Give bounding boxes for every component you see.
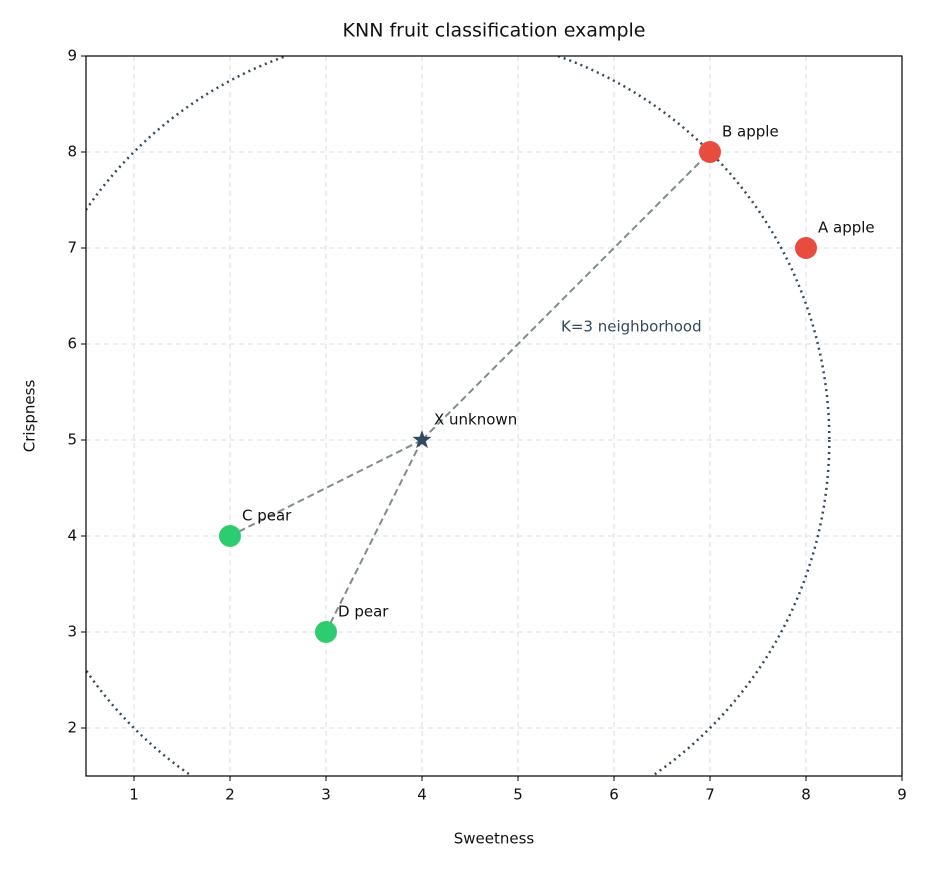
y-tick-label: 6 (67, 335, 77, 353)
y-axis-label: Crispness (21, 380, 39, 453)
plot-frame (85, 55, 903, 777)
x-tick-label: 3 (321, 786, 331, 804)
point-label: B apple (722, 123, 779, 141)
point (699, 141, 721, 163)
x-tick-label: 8 (801, 786, 811, 804)
annotation: K=3 neighborhood (561, 318, 702, 336)
neighborhood-circle (86, 56, 831, 776)
point-label: X unknown (434, 411, 517, 429)
neighbor-line (421, 151, 711, 441)
y-tick-label: 2 (67, 719, 77, 737)
x-tick-label: 4 (417, 786, 427, 804)
plot-area (86, 56, 831, 776)
point-label: D pear (338, 603, 389, 621)
y-tick-label: 9 (67, 47, 77, 65)
x-tick-label: 5 (513, 786, 523, 804)
chart-title: KNN fruit classification example (343, 20, 646, 42)
x-axis-label: Sweetness (454, 830, 535, 848)
y-tick-label: 3 (67, 623, 77, 641)
point (315, 621, 337, 643)
y-tick-label: 8 (67, 143, 77, 161)
x-tick-label: 6 (609, 786, 619, 804)
point (795, 237, 817, 259)
x-tick-label: 2 (225, 786, 235, 804)
x-tick-label: 1 (129, 786, 139, 804)
point-label: A apple (818, 219, 875, 237)
y-tick-label: 4 (67, 527, 77, 545)
point-star (412, 430, 432, 449)
x-tick-label: 9 (897, 786, 907, 804)
neighbor-line (325, 439, 423, 633)
x-tick-label: 7 (705, 786, 715, 804)
y-tick-label: 5 (67, 431, 77, 449)
y-tick-label: 7 (67, 239, 77, 257)
neighbor-line (229, 439, 423, 537)
point (219, 525, 241, 547)
point-label: C pear (242, 507, 292, 525)
